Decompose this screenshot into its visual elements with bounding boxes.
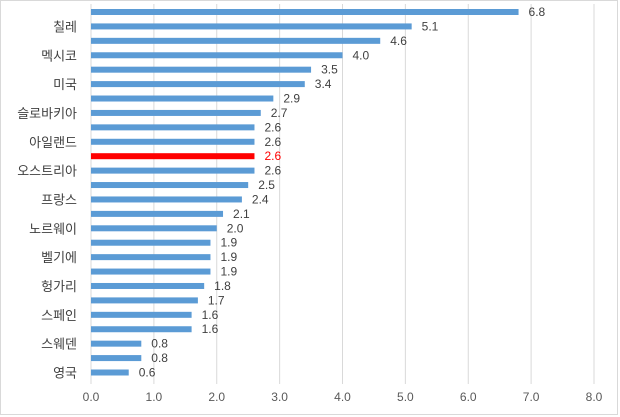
highlighted-bar	[91, 153, 255, 160]
value-label: 0.8	[151, 351, 168, 365]
bar	[91, 37, 381, 44]
bar	[91, 167, 255, 174]
value-label: 5.1	[422, 19, 439, 33]
category-label: 스웨덴	[41, 337, 77, 352]
value-label: 1.6	[202, 308, 219, 322]
value-label: 1.8	[214, 279, 231, 293]
x-tick-label: 0.0	[83, 390, 100, 404]
bar	[91, 124, 255, 131]
bar	[91, 297, 198, 304]
category-label: 프랑스	[41, 192, 77, 207]
bar	[91, 311, 192, 318]
bar	[91, 9, 519, 15]
value-label: 2.9	[283, 92, 300, 106]
value-label: 1.9	[220, 250, 237, 264]
value-label: 2.6	[264, 149, 281, 163]
bar	[91, 182, 249, 189]
value-label: 2.5	[258, 178, 275, 192]
bar	[91, 66, 312, 73]
value-label: 1.6	[202, 322, 219, 336]
x-tick-label: 7.0	[523, 390, 540, 404]
value-label: 1.9	[220, 265, 237, 279]
bar	[91, 254, 211, 261]
category-label: 벨기에	[41, 250, 77, 265]
bar	[91, 355, 142, 362]
x-tick-label: 1.0	[146, 390, 163, 404]
value-label: 0.6	[139, 366, 156, 380]
value-label: 1.9	[220, 236, 237, 250]
bar	[91, 282, 205, 289]
x-tick-label: 2.0	[208, 390, 225, 404]
value-label: 2.0	[227, 221, 244, 235]
value-label: 2.4	[252, 192, 269, 206]
value-label: 2.6	[264, 135, 281, 149]
bar	[91, 138, 255, 145]
category-label: 영국	[53, 366, 77, 381]
category-label: 슬로바키아	[17, 106, 77, 121]
value-label: 2.6	[264, 164, 281, 178]
category-label: 칠레	[53, 19, 77, 34]
bar	[91, 225, 217, 232]
category-label: 아일랜드	[29, 135, 77, 150]
value-label: 3.5	[321, 63, 338, 77]
bar	[91, 95, 274, 102]
bar	[91, 23, 412, 30]
value-label: 4.6	[390, 34, 407, 48]
category-label: 스페인	[41, 308, 77, 323]
value-label: 0.8	[151, 337, 168, 351]
value-label: 2.6	[264, 120, 281, 134]
x-tick-label: 6.0	[460, 390, 477, 404]
bar	[91, 369, 129, 376]
bar	[91, 326, 192, 333]
category-label: 헝가리	[41, 279, 77, 294]
bar	[91, 196, 242, 203]
category-label: 노르웨이	[29, 221, 77, 236]
value-label: 4.0	[353, 48, 370, 62]
value-label: 6.8	[529, 5, 546, 19]
category-label: 오스트리아	[17, 164, 77, 179]
bar	[91, 239, 211, 246]
bar	[91, 210, 224, 217]
value-label: 1.7	[208, 293, 225, 307]
value-label: 2.1	[233, 207, 250, 221]
value-label: 3.4	[315, 77, 332, 91]
value-label: 2.7	[271, 106, 288, 120]
x-tick-label: 5.0	[397, 390, 414, 404]
bar	[91, 340, 142, 347]
bar	[91, 268, 211, 275]
bar	[91, 81, 305, 88]
x-tick-label: 8.0	[586, 390, 603, 404]
x-tick-label: 3.0	[271, 390, 288, 404]
bar	[91, 52, 343, 59]
bar	[91, 109, 261, 116]
category-label: 멕시코	[41, 48, 77, 63]
category-label: 미국	[53, 77, 77, 92]
x-tick-label: 4.0	[334, 390, 351, 404]
